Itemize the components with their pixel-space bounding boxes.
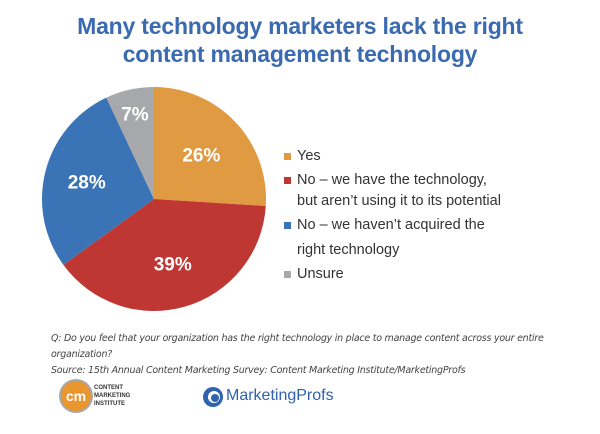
legend-label: No – we haven’t acquired the [297, 217, 485, 233]
pie-slice [154, 87, 266, 207]
cmi-logo-text: CONTENT MARKETING INSTITUTE [94, 384, 130, 408]
legend-swatch [284, 271, 291, 278]
chart-title: Many technology marketers lack the right… [0, 12, 600, 68]
marketingprofs-logo-text: MarketingProfs [226, 387, 334, 404]
pie-slice [106, 87, 154, 199]
cmi-line: MARKETING [94, 393, 131, 399]
legend-label-cont: but aren’t using it to its potential [297, 193, 501, 209]
legend-item-unsure: Unsure [284, 264, 501, 285]
legend-swatch [284, 153, 291, 160]
slice-percent-label: 7% [121, 105, 149, 126]
slice-percent-label: 28% [68, 173, 106, 194]
title-line-2: content management technology [122, 41, 478, 67]
title-line-1: Many technology marketers lack the right [77, 13, 523, 39]
footnote: Q: Do you feel that your organization ha… [51, 331, 600, 379]
survey-question: Q: Do you feel that your organization ha… [51, 333, 544, 360]
legend-label-cont: right technology [297, 242, 400, 258]
cmi-logo-icon: cm [59, 379, 93, 413]
legend-swatch [284, 222, 291, 229]
pie-slices [42, 87, 266, 311]
legend-label: Unsure [297, 266, 344, 282]
cmi-line: CONTENT [94, 385, 123, 391]
pie-slice [42, 97, 154, 265]
legend-item-yes: Yes [284, 146, 501, 167]
marketingprofs-logo-icon [203, 387, 223, 407]
slice-percent-label: 26% [182, 146, 220, 167]
legend: Yes No – we have the technology, but are… [284, 146, 501, 288]
cmi-line: INSTITUTE [94, 401, 125, 407]
pie-slice [63, 199, 266, 311]
legend-item-no-not-acquired: No – we haven’t acquired the right techn… [284, 215, 501, 261]
pie-chart: 26% 39% 28% 7% [42, 87, 266, 311]
legend-label: Yes [297, 148, 321, 164]
legend-swatch [284, 177, 291, 184]
pie-slice-labels: 26% 39% 28% 7% [68, 105, 221, 276]
legend-label: No – we have the technology, [297, 172, 487, 188]
svg-text:cm: cm [66, 388, 86, 404]
slice-percent-label: 39% [154, 255, 192, 276]
source-citation: Source: 15th Annual Content Marketing Su… [51, 365, 466, 376]
legend-item-no-not-using: No – we have the technology, but aren’t … [284, 170, 501, 212]
